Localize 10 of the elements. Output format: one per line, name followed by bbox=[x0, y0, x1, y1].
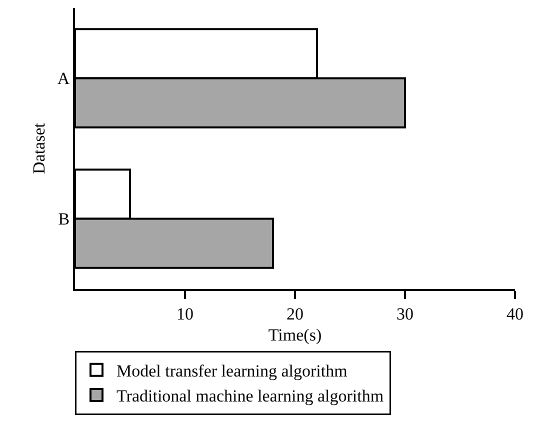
y-axis-title: Dataset bbox=[29, 122, 48, 174]
x-tick-label: 40 bbox=[506, 304, 524, 324]
legend-label: Model transfer learning algorithm bbox=[116, 362, 348, 380]
x-tick-label: 20 bbox=[286, 304, 304, 324]
legend-label: Traditional machine learning algorithm bbox=[116, 386, 384, 406]
x-tick-label: 30 bbox=[396, 304, 414, 324]
x-axis-title: Time(s) bbox=[268, 325, 322, 344]
y-tick-label: B bbox=[58, 210, 70, 229]
x-tick-label: 10 bbox=[176, 304, 194, 324]
y-tick-label: A bbox=[57, 69, 70, 88]
